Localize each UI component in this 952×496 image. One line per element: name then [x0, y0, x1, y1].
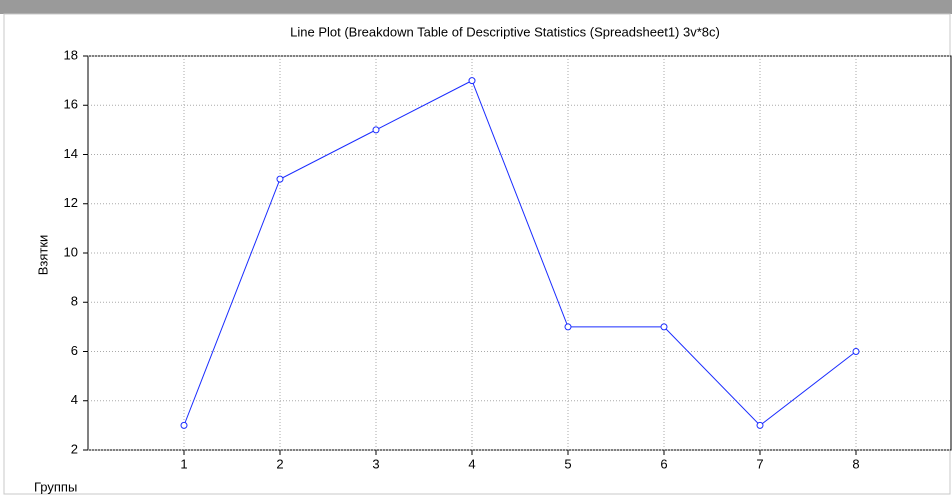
x-axis-label: Группы	[34, 479, 77, 494]
x-tick-label: 4	[468, 456, 475, 471]
y-tick-label: 14	[64, 146, 78, 161]
point	[468, 77, 476, 85]
plot-area	[87, 55, 952, 451]
x-tick-label: 1	[180, 456, 187, 471]
point	[852, 348, 860, 355]
y-tick-label: 8	[71, 294, 78, 309]
point	[276, 175, 284, 183]
point	[372, 126, 380, 134]
chart-title: Line Plot (Breakdown Table of Descriptiv…	[290, 24, 720, 39]
y-tick-label: 10	[64, 244, 78, 259]
point	[660, 323, 668, 331]
point	[180, 421, 188, 429]
x-tick-label: 8	[852, 456, 859, 471]
point	[756, 421, 764, 429]
line	[183, 79, 857, 427]
x-tick-label: 5	[564, 456, 571, 471]
x-tick-label: 3	[372, 456, 379, 471]
y-tick-label: 16	[64, 97, 78, 112]
x-tick-label: 6	[660, 456, 667, 471]
y-tick-label: 12	[64, 195, 78, 210]
y-tick-label: 18	[64, 47, 78, 62]
point	[564, 323, 572, 331]
x-tick-label: 7	[756, 456, 763, 471]
y-tick-label: 4	[71, 392, 78, 407]
window-bar	[0, 0, 952, 14]
y-tick-label: 2	[71, 441, 78, 456]
y-tick-label: 6	[71, 343, 78, 358]
x-tick-label: 2	[276, 456, 283, 471]
y-axis-label: Взятки	[35, 235, 50, 276]
